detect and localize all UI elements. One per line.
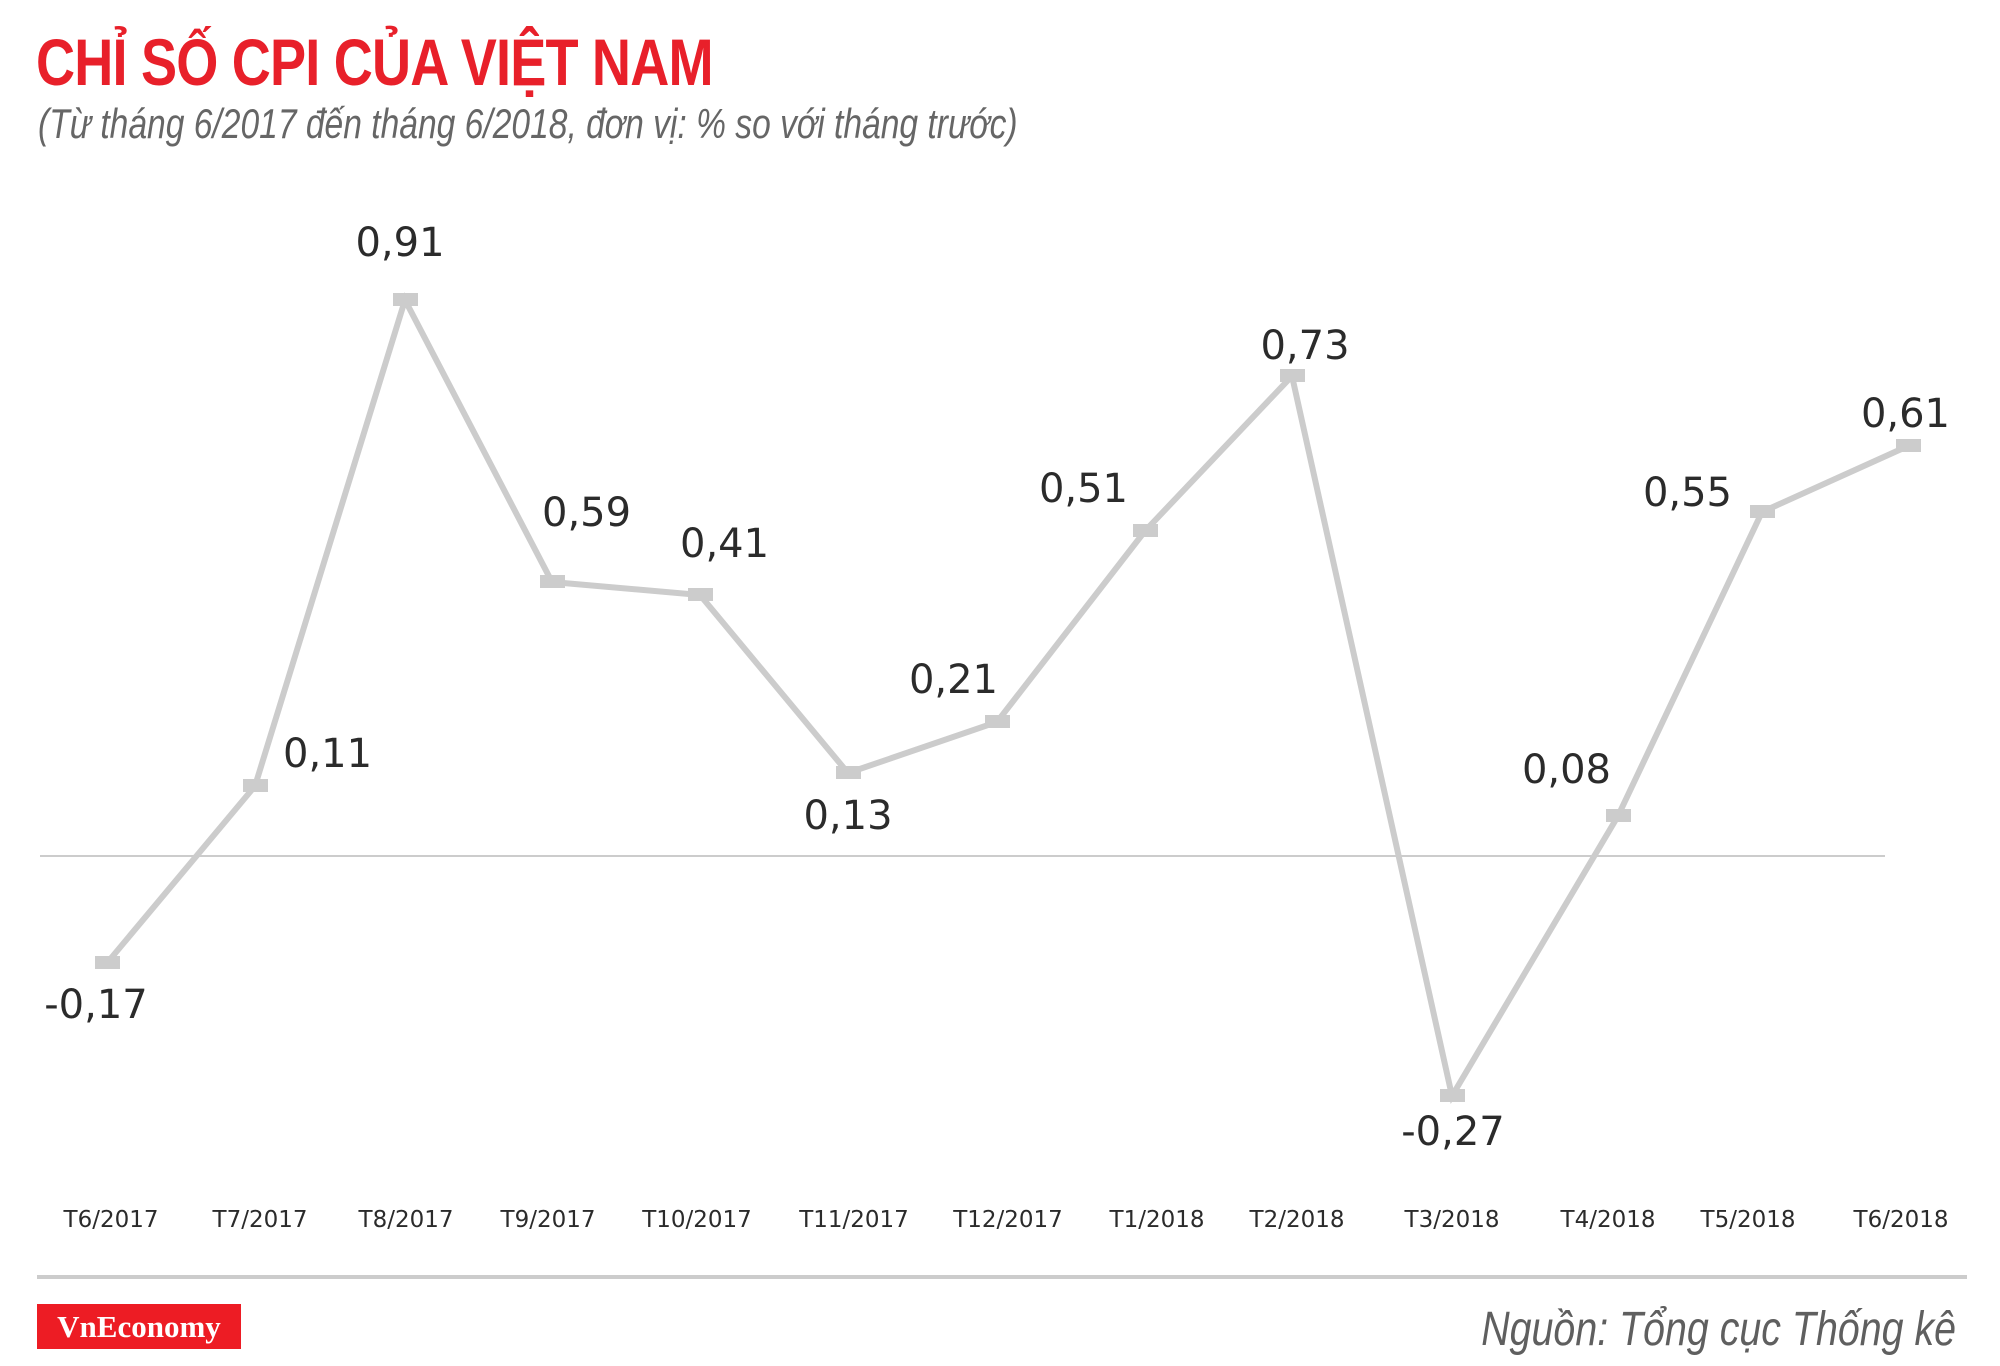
data-marker [1606, 809, 1631, 822]
data-marker [1440, 1089, 1465, 1102]
x-axis-tick-label: T3/2018 [1404, 1207, 1500, 1233]
x-axis-tick-label: T4/2018 [1560, 1207, 1656, 1233]
data-label: 0,08 [1522, 747, 1611, 793]
x-axis-tick-label: T1/2018 [1109, 1207, 1205, 1233]
data-marker [95, 956, 120, 969]
data-marker [393, 293, 418, 306]
vneconomy-logo: VnEconomy [37, 1304, 241, 1349]
x-axis-tick-label: T12/2017 [952, 1207, 1063, 1233]
data-marker [1280, 369, 1305, 382]
x-axis-tick-label: T8/2017 [358, 1207, 454, 1233]
data-label: 0,11 [283, 731, 372, 777]
data-label: 0,55 [1643, 470, 1732, 516]
x-axis-tick-label: T6/2018 [1853, 1207, 1949, 1233]
data-markers [95, 293, 1921, 1102]
x-axis-tick-label: T9/2017 [500, 1207, 596, 1233]
data-labels: -0,17 0,11 0,91 0,59 0,41 0,13 0,21 0,51 0,73 -0,… [44, 220, 1950, 1155]
source-note: Nguồn: Tổng cục Thống kê [1481, 1303, 1956, 1356]
data-label: 0,73 [1260, 323, 1349, 369]
data-label: 0,41 [680, 521, 769, 567]
chart-title: CHỈ SỐ CPI CỦA VIỆT NAM [36, 25, 714, 99]
x-axis-tick-label: T6/2017 [63, 1207, 159, 1233]
x-axis-labels: T6/2017 T7/2017 T8/2017 T9/2017 T10/2017 T11/… [63, 1207, 1949, 1233]
data-marker [688, 588, 713, 601]
data-marker [1750, 505, 1775, 518]
data-label: 0,13 [803, 793, 892, 839]
data-marker [1133, 524, 1158, 537]
x-axis-tick-label: T11/2017 [798, 1207, 909, 1233]
data-label: -0,17 [44, 982, 148, 1028]
data-marker [1896, 439, 1921, 452]
cpi-line [104, 292, 1910, 1105]
data-marker [985, 715, 1010, 728]
x-axis-tick-label: T5/2018 [1700, 1207, 1796, 1233]
data-label: -0,27 [1401, 1109, 1505, 1155]
x-axis-tick-label: T7/2017 [212, 1207, 308, 1233]
data-label: 0,91 [355, 220, 444, 266]
data-label: 0,21 [909, 657, 998, 703]
data-marker [540, 575, 565, 588]
x-axis-tick-label: T10/2017 [641, 1207, 752, 1233]
data-marker [836, 766, 861, 779]
footer-divider [37, 1275, 1967, 1279]
data-label: 0,61 [1861, 391, 1950, 437]
data-label: 0,51 [1039, 466, 1128, 512]
data-label: 0,59 [542, 490, 631, 536]
data-marker [243, 779, 268, 792]
x-axis-tick-label: T2/2018 [1249, 1207, 1345, 1233]
chart-subtitle: (Từ tháng 6/2017 đến tháng 6/2018, đơn v… [38, 100, 1018, 147]
